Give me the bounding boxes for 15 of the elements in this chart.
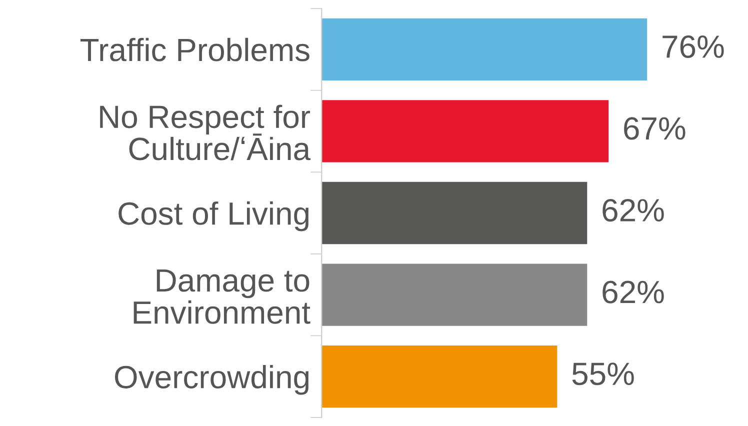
data-label: 76%: [662, 35, 724, 58]
data-label: 62%: [602, 198, 664, 222]
y-tick-label: Traffic Problems: [80, 38, 310, 62]
bar: [322, 18, 648, 80]
bar: [322, 100, 609, 162]
y-tick-label: Damage to Environment: [134, 270, 310, 324]
data-label: 55%: [572, 362, 634, 386]
y-tick-label: Cost of Living: [118, 201, 308, 232]
data-label: 62%: [602, 280, 664, 304]
data-label: 67%: [624, 117, 686, 140]
y-tick-label: Overcrowding: [114, 365, 308, 395]
bar: [322, 264, 588, 326]
y-tick-label: No Respect for Culture/ʻĀina: [100, 104, 311, 160]
bar: [322, 182, 588, 244]
bar: [322, 346, 558, 408]
